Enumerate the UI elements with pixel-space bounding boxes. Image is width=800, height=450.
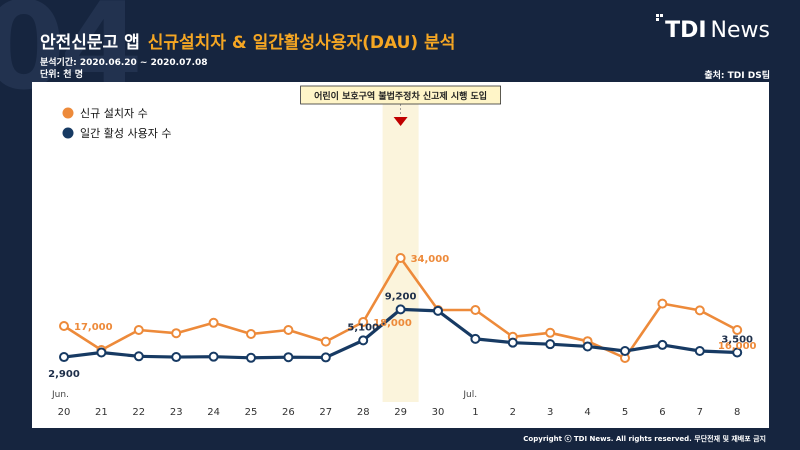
data-label-1-8: 5,100 (347, 322, 379, 333)
x-tick-label-8: 28 (357, 407, 370, 418)
data-label-0-0: 17,000 (74, 322, 113, 333)
tdi-news-logo: TDI News (665, 18, 770, 43)
x-tick-label-0: 20 (58, 407, 71, 418)
legend-label-1: 일간 활성 사용자 수 (80, 126, 171, 140)
data-point-0-8 (358, 317, 369, 327)
logo-light-text: News (710, 18, 770, 43)
x-tick-label-1: 21 (95, 407, 108, 418)
source-text: 출처: TDI DS팀 (704, 71, 770, 81)
x-tick-label-3: 23 (170, 407, 183, 418)
logo-dots-icon (656, 14, 663, 21)
legend-marker-0 (62, 107, 74, 119)
data-point-0-2 (133, 325, 144, 335)
x-tick-label-13: 3 (547, 407, 553, 418)
data-point-1-17 (694, 345, 705, 356)
data-point-0-11 (470, 305, 481, 315)
x-tick-label-12: 2 (510, 407, 516, 418)
x-tick-label-11: 1 (472, 407, 478, 418)
data-point-1-10 (433, 305, 443, 316)
data-point-1-2 (133, 351, 144, 362)
annotation-arrow-icon (393, 117, 408, 126)
x-tick-label-5: 25 (245, 407, 258, 418)
x-tick-label-18: 8 (734, 407, 740, 418)
x-tick-label-10: 30 (432, 407, 445, 418)
x-tick-label-17: 7 (697, 407, 703, 418)
title-main: 안전신문고 앱 (40, 33, 140, 53)
data-point-0-16 (657, 298, 668, 309)
data-label-0-8: 18,000 (373, 318, 412, 329)
data-label-1-18: 3,500 (721, 335, 753, 346)
data-point-0-18 (732, 325, 743, 335)
data-point-1-12 (507, 337, 518, 348)
x-tick-label-9: 29 (394, 407, 407, 418)
data-label-0-9: 34,000 (411, 254, 450, 265)
x-tick-label-14: 4 (584, 407, 590, 418)
data-point-1-4 (208, 351, 219, 362)
legend-label-0: 신규 설치자 수 (80, 107, 148, 120)
month-label-0: Jun. (51, 390, 69, 400)
annotation-box (300, 85, 502, 105)
period-text: 분석기간: 2020.06.20 ~ 2020.07.08 (40, 58, 208, 68)
data-label-1-0: 2,900 (48, 369, 80, 380)
data-label-0-18: 16,000 (718, 341, 757, 352)
data-point-1-9 (395, 304, 406, 315)
x-tick-label-16: 6 (659, 407, 665, 418)
data-point-0-5 (246, 329, 256, 339)
data-point-0-3 (171, 328, 182, 339)
data-point-0-0 (59, 321, 69, 331)
data-point-1-15 (620, 345, 630, 356)
x-tick-label-7: 27 (319, 407, 332, 418)
data-point-0-6 (283, 325, 294, 335)
unit-text: 단위: 천 명 (40, 70, 83, 80)
x-tick-label-6: 26 (282, 407, 295, 418)
logo-bold-text: TDI (665, 18, 707, 43)
data-point-0-17 (694, 305, 705, 316)
annotation-highlight-band (382, 100, 419, 402)
data-point-0-13 (545, 327, 556, 338)
data-label-1-9: 9,200 (385, 291, 417, 302)
data-point-1-8 (358, 335, 369, 346)
data-point-1-14 (582, 341, 593, 352)
data-point-1-13 (545, 339, 556, 350)
data-point-0-7 (320, 336, 331, 347)
x-tick-label-2: 22 (132, 407, 145, 418)
data-point-1-16 (657, 339, 668, 350)
month-label-1: Jul. (462, 390, 477, 400)
copyright-text: Copyright ⓒ TDI News. All rights reserve… (523, 435, 766, 443)
data-point-1-1 (96, 347, 107, 358)
legend-marker-1 (62, 127, 74, 139)
data-point-1-5 (246, 352, 256, 363)
annotation-text: 어린이 보호구역 불법주정차 신고제 시행 도입 (314, 90, 487, 102)
title-accent: 신규설치자 & 일간활성사용자(DAU) 분석 (147, 33, 456, 53)
data-point-0-4 (208, 317, 219, 328)
data-point-1-11 (470, 333, 481, 344)
data-point-0-9 (395, 253, 406, 263)
data-point-1-6 (283, 352, 294, 363)
x-tick-label-15: 5 (622, 407, 628, 418)
analysis-period: 분석기간: 2020.06.20 ~ 2020.07.08 단위: 천 명 (40, 57, 208, 81)
data-point-1-7 (320, 352, 331, 363)
x-tick-label-4: 24 (207, 407, 220, 418)
data-point-1-3 (171, 352, 182, 363)
data-point-1-0 (59, 352, 69, 363)
page-title: 안전신문고 앱 신규설치자 & 일간활성사용자(DAU) 분석 (40, 28, 455, 53)
data-point-1-18 (732, 347, 743, 358)
